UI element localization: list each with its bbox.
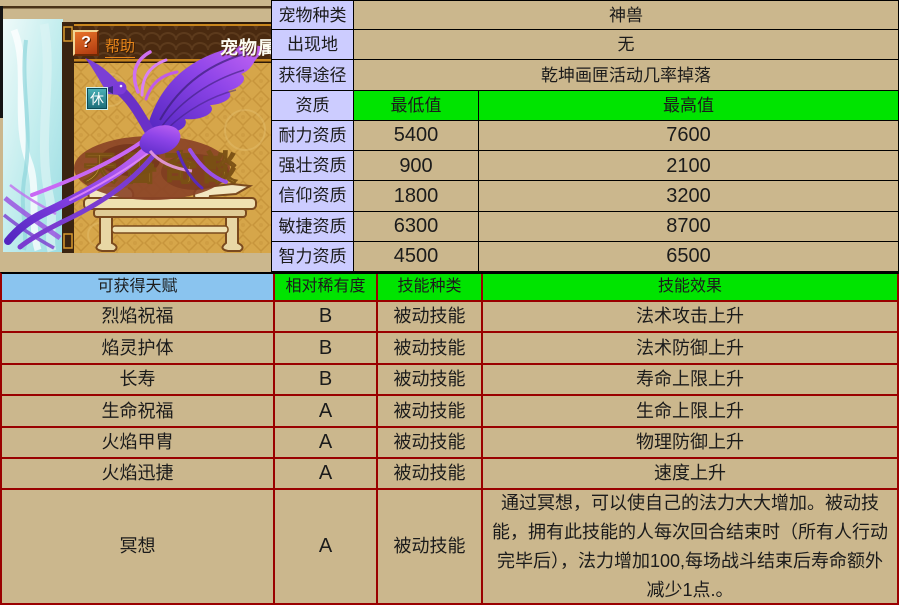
- skill-type: 被动技能: [378, 333, 483, 365]
- skill-type: 被动技能: [378, 490, 483, 605]
- stat-label: 敏捷资质: [272, 211, 354, 242]
- stat-label: 智力资质: [272, 241, 354, 272]
- phoenix-art: [4, 45, 268, 250]
- stat-min: 6300: [354, 211, 479, 242]
- pet-window-title: 宠物属: [220, 38, 272, 58]
- skill-rarity: A: [275, 396, 378, 428]
- stat-label: 耐力资质: [272, 120, 354, 152]
- stat-max: 8700: [479, 211, 899, 242]
- skill-effect: 物理防御上升: [483, 428, 899, 459]
- skill-rarity: B: [275, 333, 378, 365]
- skills-table: 可获得天赋 相对稀有度 技能种类 技能效果 烈焰祝福 B 被动技能 法术攻击上升…: [0, 272, 899, 605]
- info-value-species: 神兽: [354, 0, 899, 31]
- rest-status-badge: 休: [86, 87, 108, 110]
- stat-label: 信仰资质: [272, 181, 354, 212]
- skill-effect: 寿命上限上升: [483, 365, 899, 396]
- skill-effect-long: 通过冥想，可以使自己的法力大大增加。被动技能，拥有此技能的人每次回合结束时（所有…: [483, 490, 899, 605]
- info-label-species: 宠物种类: [272, 0, 354, 31]
- skill-rarity: A: [275, 459, 378, 490]
- skill-talent: 烈焰祝福: [2, 302, 275, 333]
- skill-talent: 长寿: [2, 365, 275, 396]
- skill-talent: 生命祝福: [2, 396, 275, 428]
- skill-type: 被动技能: [378, 396, 483, 428]
- stats-header-max: 最高值: [479, 90, 899, 121]
- stat-min: 900: [354, 151, 479, 182]
- stat-min: 1800: [354, 181, 479, 212]
- skill-effect: 法术攻击上升: [483, 302, 899, 333]
- skill-effect: 法术防御上升: [483, 333, 899, 365]
- skills-header-effect: 技能效果: [483, 274, 899, 302]
- stat-max: 6500: [479, 241, 899, 272]
- skill-rarity: A: [275, 428, 378, 459]
- pet-screenshot-art: 天書奇談: [0, 6, 271, 253]
- stat-min: 5400: [354, 120, 479, 152]
- skill-effect: 生命上限上升: [483, 396, 899, 428]
- skill-rarity: B: [275, 365, 378, 396]
- skills-header-rarity: 相对稀有度: [275, 274, 378, 302]
- skill-type: 被动技能: [378, 459, 483, 490]
- skill-type: 被动技能: [378, 302, 483, 333]
- stat-max: 7600: [479, 120, 899, 152]
- skill-type: 被动技能: [378, 428, 483, 459]
- stat-max: 3200: [479, 181, 899, 212]
- info-value-obtain: 乾坤画匣活动几率掉落: [354, 60, 899, 91]
- skill-effect: 速度上升: [483, 459, 899, 490]
- stats-header-label: 资质: [272, 90, 354, 121]
- stat-max: 2100: [479, 151, 899, 182]
- stat-min: 4500: [354, 241, 479, 272]
- stats-header-min: 最低值: [354, 90, 479, 121]
- help-button-label: 帮助: [105, 35, 136, 58]
- help-icon: ?: [73, 30, 99, 56]
- skill-talent: 火焰甲胄: [2, 428, 275, 459]
- info-value-location: 无: [354, 30, 899, 61]
- pet-screenshot: 天書奇談: [0, 0, 272, 272]
- skill-talent: 火焰迅捷: [2, 459, 275, 490]
- skill-talent: 焰灵护体: [2, 333, 275, 365]
- stat-label: 强壮资质: [272, 151, 354, 182]
- skill-rarity: A: [275, 490, 378, 605]
- info-label-location: 出现地: [272, 30, 354, 61]
- info-label-obtain: 获得途径: [272, 60, 354, 91]
- skills-header-talent: 可获得天赋: [2, 274, 275, 302]
- skill-talent: 冥想: [2, 490, 275, 605]
- skill-rarity: B: [275, 302, 378, 333]
- pet-info-table: 天書奇談: [0, 0, 899, 272]
- skill-type: 被动技能: [378, 365, 483, 396]
- skills-header-type: 技能种类: [378, 274, 483, 302]
